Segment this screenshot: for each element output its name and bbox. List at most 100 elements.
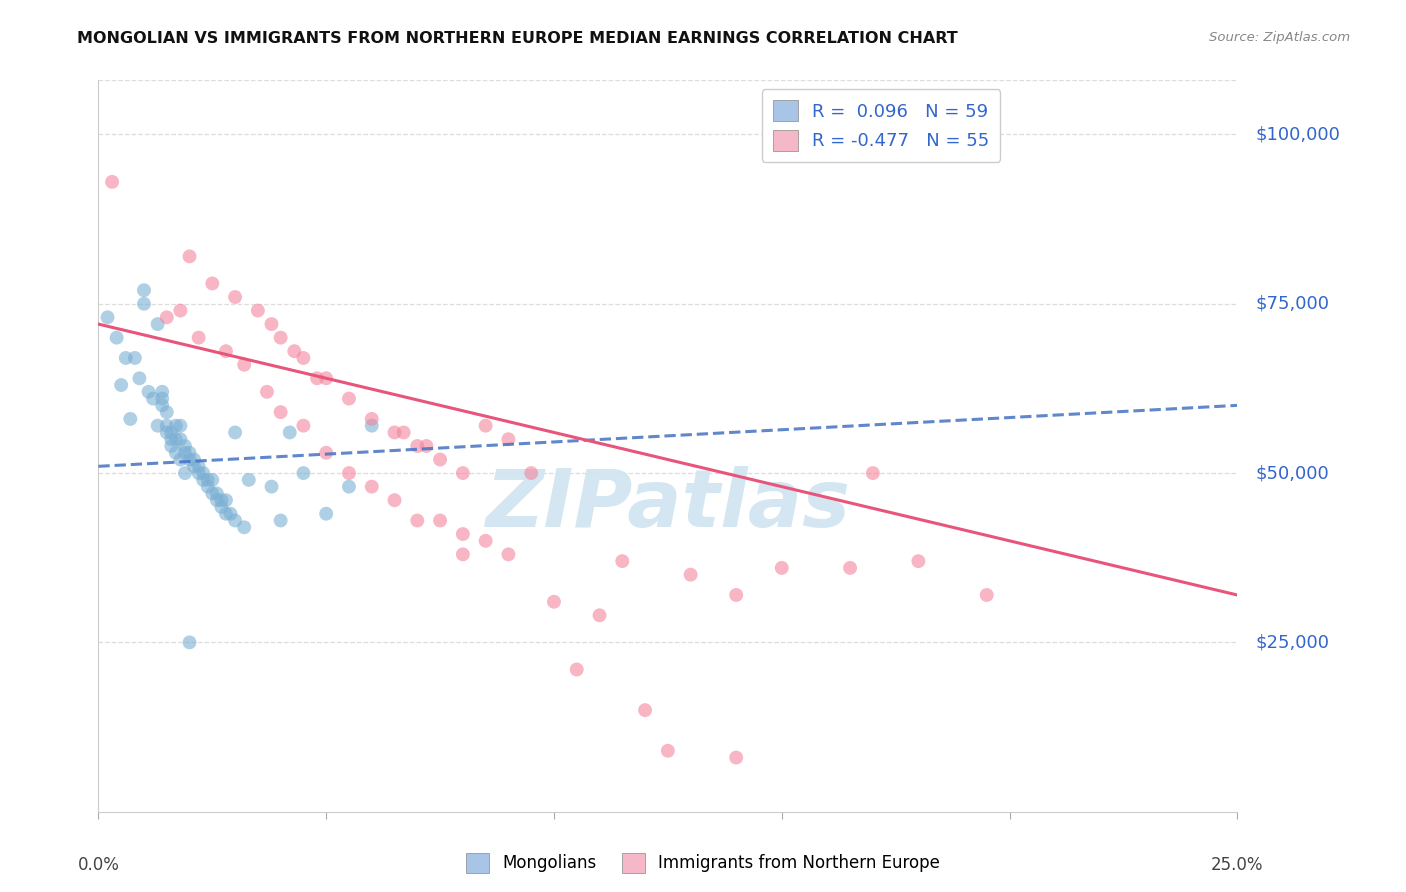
Point	[634, 703, 657, 717]
Point	[165, 418, 187, 433]
Point	[120, 412, 142, 426]
Point	[543, 595, 565, 609]
Point	[187, 331, 209, 345]
Point	[238, 473, 260, 487]
Point	[179, 446, 201, 460]
Point	[215, 493, 238, 508]
Point	[292, 351, 315, 365]
Point	[101, 175, 124, 189]
Point	[128, 371, 150, 385]
Point	[474, 418, 496, 433]
Point	[160, 439, 183, 453]
Point	[193, 466, 215, 480]
Text: $50,000: $50,000	[1256, 464, 1329, 482]
Point	[183, 452, 205, 467]
Point	[246, 303, 269, 318]
Point	[179, 452, 201, 467]
Point	[187, 459, 209, 474]
Point	[96, 310, 118, 325]
Point	[270, 514, 292, 528]
Point	[315, 446, 337, 460]
Point	[114, 351, 136, 365]
Point	[146, 418, 169, 433]
Point	[179, 249, 201, 263]
Point	[201, 277, 224, 291]
Point	[392, 425, 415, 440]
Point	[132, 297, 155, 311]
Point	[315, 507, 337, 521]
Point	[169, 303, 191, 318]
Point	[451, 466, 474, 480]
Point	[839, 561, 862, 575]
Point	[588, 608, 610, 623]
Point	[233, 520, 256, 534]
Point	[474, 533, 496, 548]
Point	[498, 432, 520, 446]
Point	[224, 425, 246, 440]
Point	[565, 663, 588, 677]
Point	[205, 486, 228, 500]
Point	[197, 480, 219, 494]
Point	[360, 480, 382, 494]
Text: Source: ZipAtlas.com: Source: ZipAtlas.com	[1209, 31, 1350, 45]
Point	[201, 473, 224, 487]
Point	[260, 480, 283, 494]
Point	[907, 554, 929, 568]
Point	[315, 371, 337, 385]
Point	[270, 331, 292, 345]
Point	[612, 554, 634, 568]
Point	[179, 635, 201, 649]
Point	[337, 466, 360, 480]
Point	[520, 466, 543, 480]
Point	[193, 473, 215, 487]
Point	[132, 283, 155, 297]
Point	[406, 439, 429, 453]
Point	[657, 744, 679, 758]
Point	[201, 486, 224, 500]
Point	[187, 466, 209, 480]
Point	[360, 418, 382, 433]
Point	[451, 527, 474, 541]
Point	[292, 418, 315, 433]
Point	[205, 493, 228, 508]
Point	[165, 446, 187, 460]
Point	[224, 290, 246, 304]
Point	[219, 507, 242, 521]
Point	[224, 514, 246, 528]
Text: $75,000: $75,000	[1256, 294, 1330, 313]
Point	[292, 466, 315, 480]
Point	[150, 398, 173, 412]
Point	[725, 750, 748, 764]
Text: $25,000: $25,000	[1256, 633, 1330, 651]
Point	[146, 317, 169, 331]
Point	[124, 351, 146, 365]
Point	[150, 384, 173, 399]
Point	[174, 466, 197, 480]
Text: 25.0%: 25.0%	[1211, 855, 1264, 874]
Point	[105, 331, 128, 345]
Point	[169, 452, 191, 467]
Text: 0.0%: 0.0%	[77, 855, 120, 874]
Point	[150, 392, 173, 406]
Point	[429, 452, 451, 467]
Point	[429, 514, 451, 528]
Point	[209, 500, 232, 514]
Point	[307, 371, 329, 385]
Point	[215, 344, 238, 359]
Legend: R =  0.096   N = 59, R = -0.477   N = 55: R = 0.096 N = 59, R = -0.477 N = 55	[762, 89, 1001, 161]
Point	[725, 588, 748, 602]
Point	[160, 425, 183, 440]
Point	[406, 514, 429, 528]
Point	[360, 412, 382, 426]
Point	[156, 310, 179, 325]
Point	[256, 384, 278, 399]
Point	[165, 432, 187, 446]
Point	[976, 588, 998, 602]
Point	[384, 425, 406, 440]
Point	[183, 459, 205, 474]
Point	[679, 567, 702, 582]
Point	[197, 473, 219, 487]
Point	[160, 432, 183, 446]
Point	[169, 418, 191, 433]
Point	[337, 480, 360, 494]
